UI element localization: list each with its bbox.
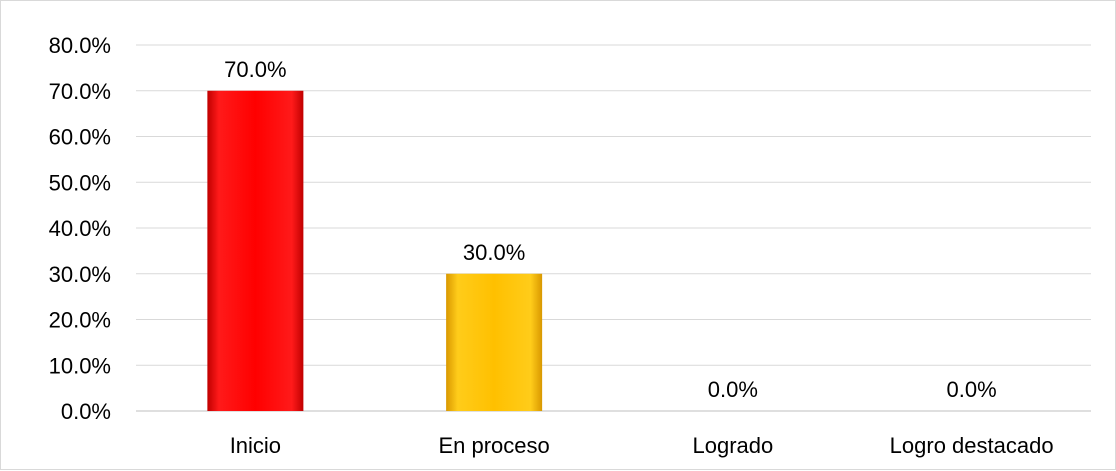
y-tick-label: 40.0% bbox=[49, 216, 111, 241]
y-tick-label: 50.0% bbox=[49, 170, 111, 195]
y-tick-label: 20.0% bbox=[49, 308, 111, 333]
y-tick-label: 80.0% bbox=[49, 33, 111, 58]
y-tick-label: 10.0% bbox=[49, 353, 111, 378]
x-category-label: Logro destacado bbox=[890, 433, 1054, 458]
y-tick-label: 70.0% bbox=[49, 79, 111, 104]
data-label: 0.0% bbox=[708, 377, 758, 402]
data-label: 0.0% bbox=[947, 377, 997, 402]
bars bbox=[207, 90, 543, 411]
x-category-label: Logrado bbox=[693, 433, 774, 458]
x-category-label: En proceso bbox=[438, 433, 549, 458]
data-label: 30.0% bbox=[463, 240, 525, 265]
data-labels: 70.0% 30.0% 0.0% 0.0% bbox=[224, 57, 997, 402]
x-category-label: Inicio bbox=[230, 433, 281, 458]
bar-en-proceso bbox=[446, 273, 543, 411]
y-tick-label: 30.0% bbox=[49, 262, 111, 287]
y-tick-label: 0.0% bbox=[61, 399, 111, 424]
data-label: 70.0% bbox=[224, 57, 286, 82]
y-axis-tick-labels: 0.0% 10.0% 20.0% 30.0% 40.0% 50.0% 60.0% 70.0% 8… bbox=[49, 33, 111, 424]
y-tick-label: 60.0% bbox=[49, 125, 111, 150]
x-axis-category-labels: Inicio En proceso Logrado Logro destacado bbox=[230, 433, 1054, 458]
bar-inicio bbox=[207, 90, 304, 411]
